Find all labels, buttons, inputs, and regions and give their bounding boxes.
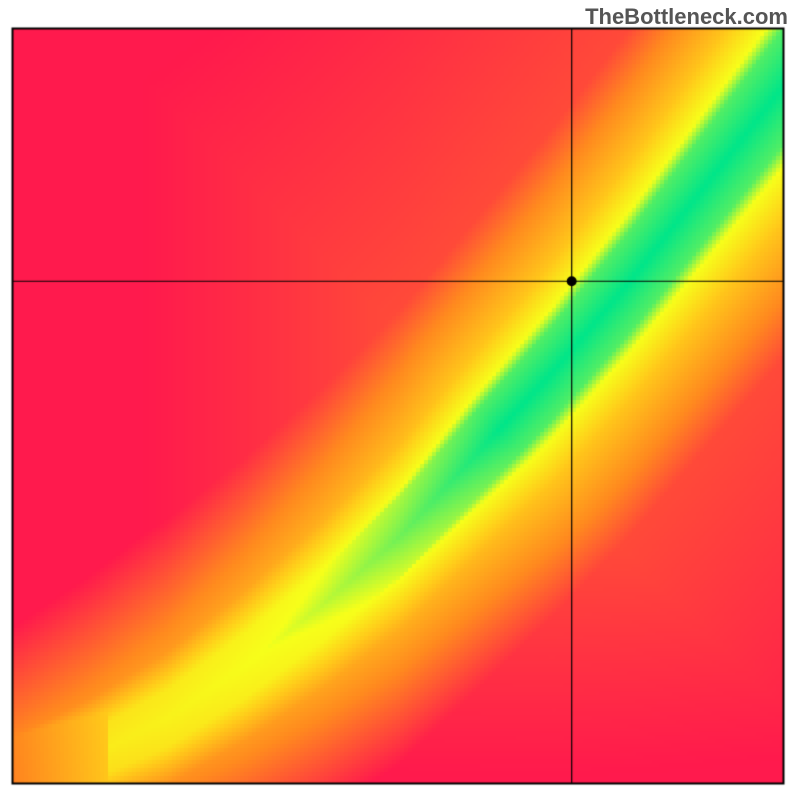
heatmap-canvas xyxy=(0,0,800,800)
watermark-text: TheBottleneck.com xyxy=(585,4,788,30)
bottleneck-heatmap-container: TheBottleneck.com xyxy=(0,0,800,800)
